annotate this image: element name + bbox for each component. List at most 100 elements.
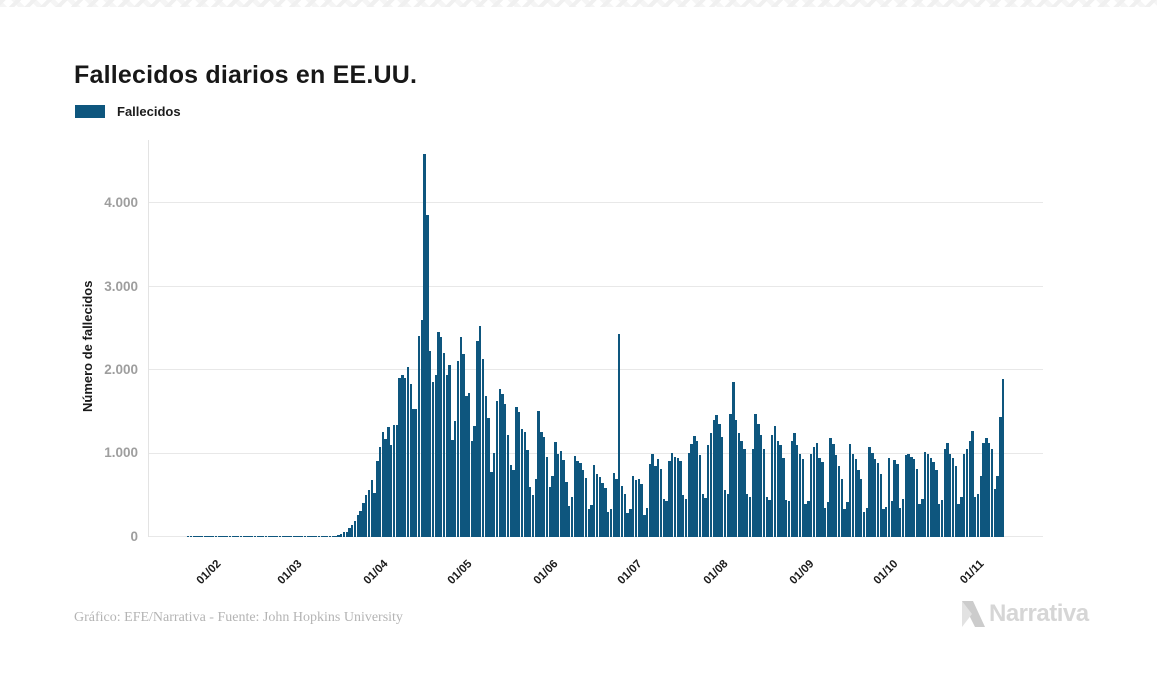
bar[interactable] <box>746 494 749 537</box>
bar[interactable] <box>929 457 932 537</box>
bar[interactable] <box>773 425 777 537</box>
bar[interactable] <box>712 419 716 537</box>
bar[interactable] <box>876 462 880 537</box>
bar[interactable] <box>365 495 368 537</box>
bar[interactable] <box>882 509 885 537</box>
bar[interactable] <box>759 435 763 537</box>
bar[interactable] <box>854 459 857 537</box>
bar[interactable] <box>359 510 362 537</box>
bar[interactable] <box>509 464 513 537</box>
bar[interactable] <box>846 501 849 537</box>
bar[interactable] <box>487 418 490 537</box>
bar[interactable] <box>295 536 298 537</box>
bar[interactable] <box>949 453 952 537</box>
bar[interactable] <box>278 536 282 537</box>
bar[interactable] <box>203 536 207 537</box>
bar[interactable] <box>465 395 468 537</box>
bar[interactable] <box>910 456 913 537</box>
bar[interactable] <box>262 536 265 537</box>
bar[interactable] <box>648 463 652 537</box>
bar[interactable] <box>442 353 446 537</box>
bar[interactable] <box>615 478 618 537</box>
bar[interactable] <box>551 476 554 537</box>
bar[interactable] <box>935 470 938 537</box>
bar[interactable] <box>206 536 209 537</box>
bar[interactable] <box>974 496 977 537</box>
bar[interactable] <box>601 482 604 537</box>
bar[interactable] <box>718 424 721 537</box>
bar[interactable] <box>543 436 546 537</box>
bar[interactable] <box>428 350 432 537</box>
bar[interactable] <box>962 453 966 537</box>
bar[interactable] <box>776 441 780 537</box>
bar[interactable] <box>654 466 657 537</box>
bar[interactable] <box>732 381 735 537</box>
bar[interactable] <box>270 536 273 537</box>
bar[interactable] <box>640 483 643 537</box>
bar[interactable] <box>851 453 855 537</box>
bar[interactable] <box>657 459 660 537</box>
bar[interactable] <box>668 461 671 537</box>
bar[interactable] <box>612 473 615 537</box>
bar[interactable] <box>901 499 905 537</box>
bar[interactable] <box>367 490 371 537</box>
bar[interactable] <box>534 479 538 537</box>
bar[interactable] <box>670 452 674 537</box>
bar[interactable] <box>390 444 393 537</box>
bar[interactable] <box>490 472 493 537</box>
bar[interactable] <box>687 453 691 537</box>
bar[interactable] <box>412 409 415 537</box>
bar[interactable] <box>570 496 574 537</box>
bar[interactable] <box>554 442 557 537</box>
bar[interactable] <box>198 536 201 537</box>
bar[interactable] <box>556 453 560 537</box>
bar[interactable] <box>381 431 385 537</box>
bar[interactable] <box>896 463 899 537</box>
bar[interactable] <box>918 503 921 537</box>
bar[interactable] <box>979 476 983 537</box>
bar[interactable] <box>860 478 863 537</box>
bar[interactable] <box>798 453 802 537</box>
bar[interactable] <box>926 454 930 537</box>
bar[interactable] <box>993 488 996 537</box>
bar[interactable] <box>495 400 499 537</box>
bar[interactable] <box>976 494 980 537</box>
bar[interactable] <box>801 459 805 537</box>
bar[interactable] <box>328 536 332 537</box>
bar[interactable] <box>932 461 935 537</box>
bar[interactable] <box>637 478 640 537</box>
bar[interactable] <box>810 453 813 537</box>
bar[interactable] <box>540 431 543 537</box>
bar[interactable] <box>526 449 529 537</box>
bar[interactable] <box>334 535 337 537</box>
bar[interactable] <box>704 497 707 537</box>
bar[interactable] <box>395 424 398 537</box>
bar[interactable] <box>848 444 852 537</box>
bar[interactable] <box>484 396 487 537</box>
bar[interactable] <box>662 499 665 537</box>
bar[interactable] <box>957 503 960 537</box>
bar[interactable] <box>323 536 326 537</box>
bar[interactable] <box>832 443 835 537</box>
bar[interactable] <box>314 536 318 537</box>
bar[interactable] <box>362 502 365 537</box>
bar[interactable] <box>523 431 526 537</box>
bar[interactable] <box>1001 378 1005 537</box>
bar[interactable] <box>829 438 832 537</box>
bar[interactable] <box>818 457 821 537</box>
bar[interactable] <box>584 477 588 537</box>
bar[interactable] <box>868 446 871 537</box>
bar[interactable] <box>353 521 357 537</box>
bar[interactable] <box>248 536 251 537</box>
bar[interactable] <box>754 414 757 537</box>
bar[interactable] <box>843 509 846 537</box>
bar[interactable] <box>220 536 223 537</box>
bar[interactable] <box>765 496 768 537</box>
bar[interactable] <box>707 445 710 537</box>
bar[interactable] <box>348 527 351 537</box>
bar[interactable] <box>423 153 426 537</box>
bar[interactable] <box>721 436 724 537</box>
bar[interactable] <box>420 320 424 537</box>
bar[interactable] <box>231 536 234 537</box>
bar[interactable] <box>982 442 985 537</box>
